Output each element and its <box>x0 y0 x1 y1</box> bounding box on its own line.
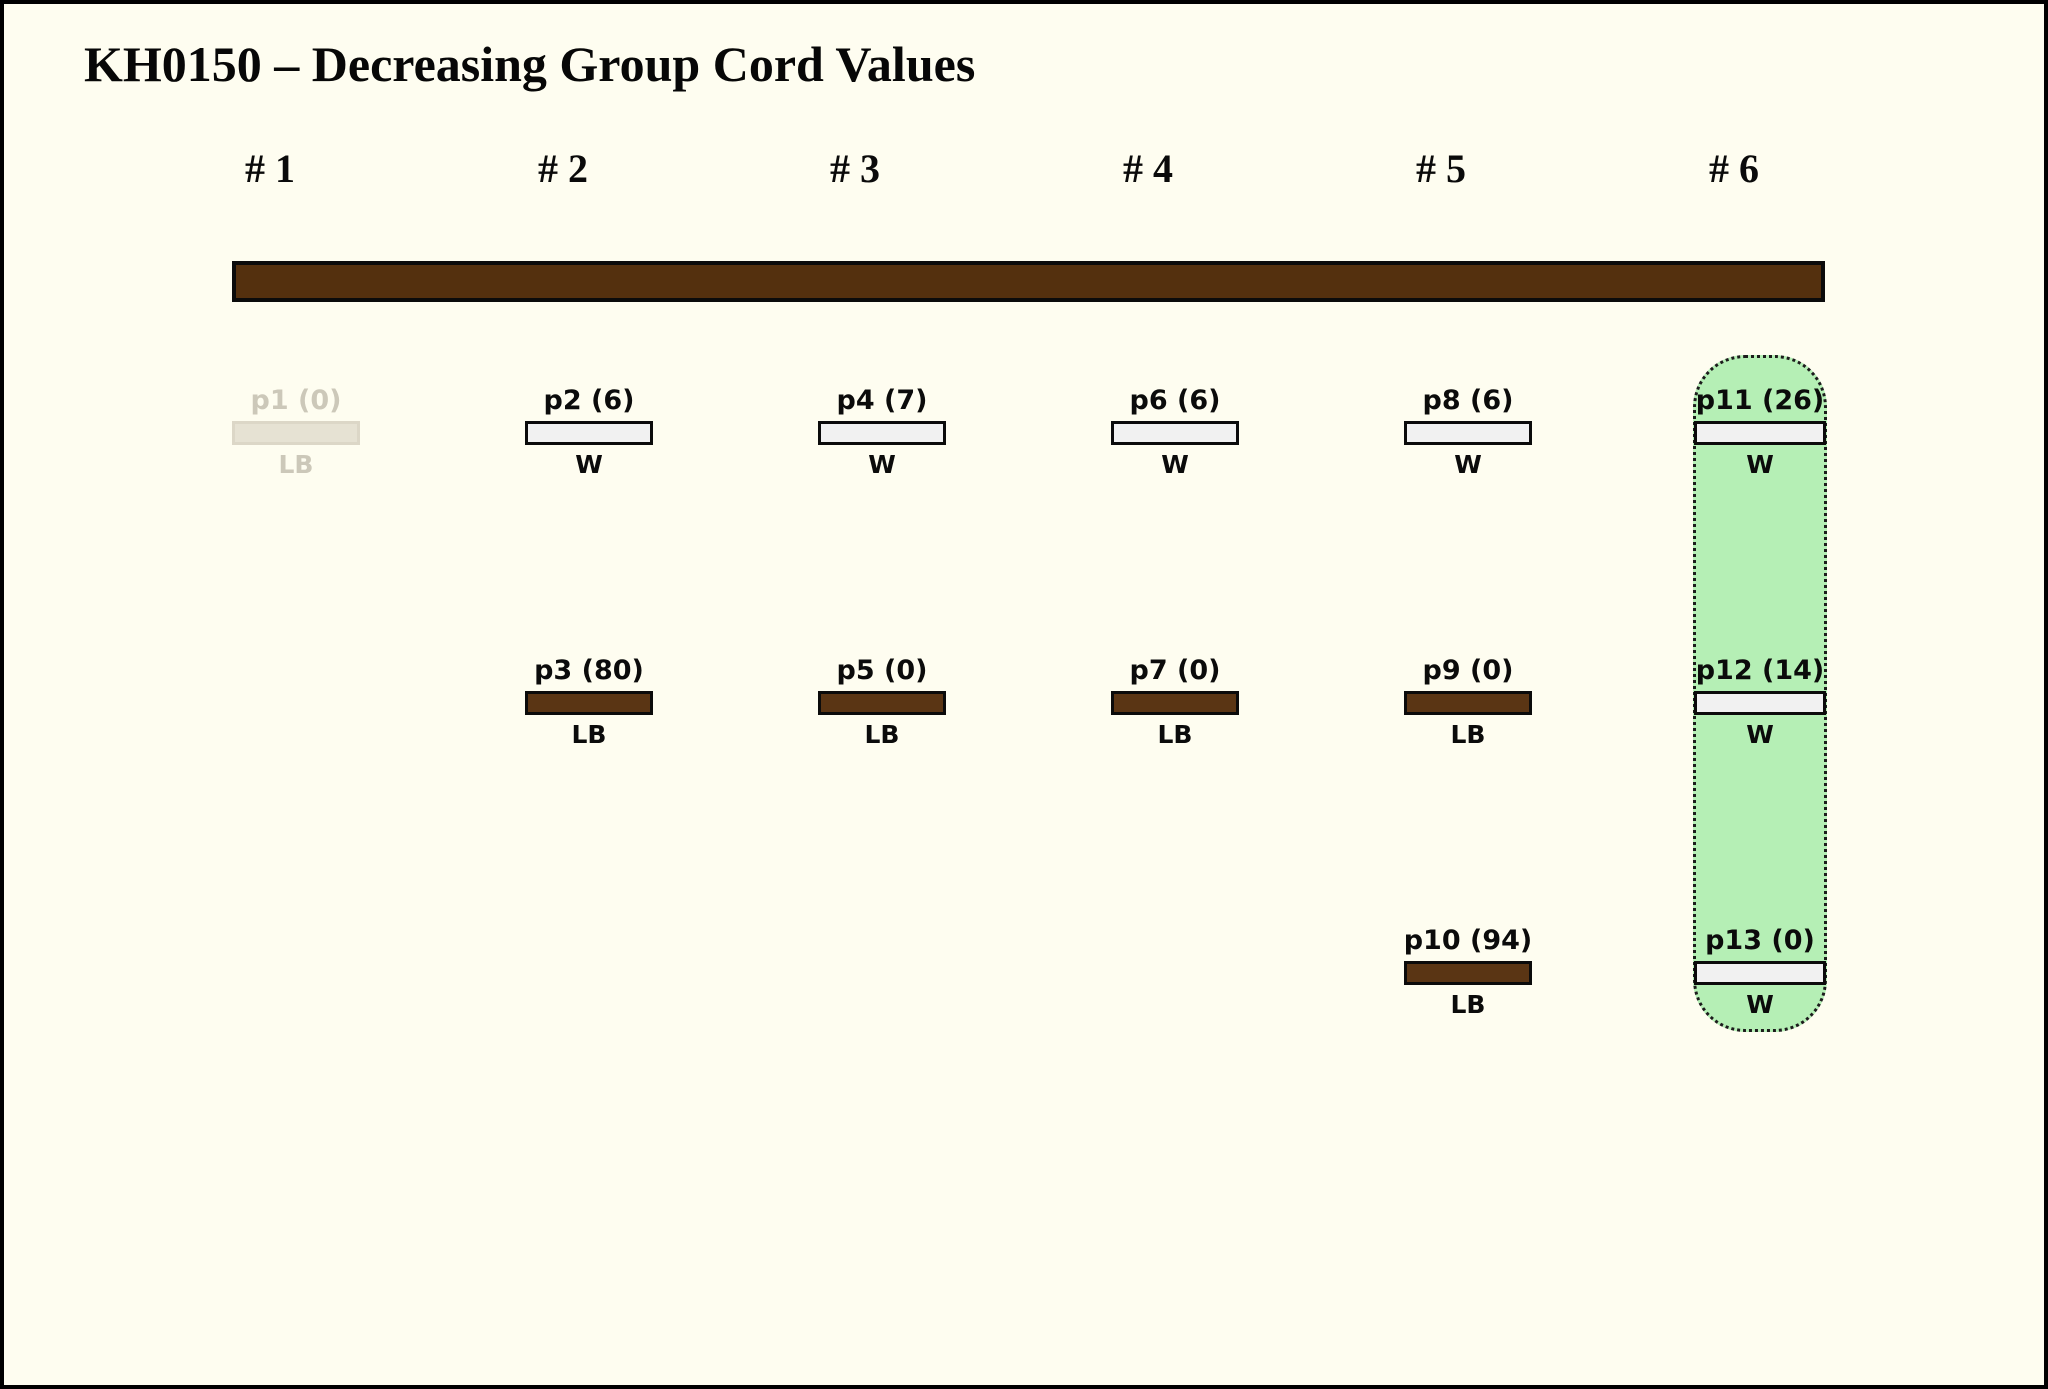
item-p4-bar <box>818 421 946 445</box>
item-p1-tag: LB <box>278 450 314 479</box>
item-p3-bar <box>525 691 653 715</box>
item-p9-tag: LB <box>1450 720 1486 749</box>
item-p5-label: p5 (0) <box>836 655 928 686</box>
item-p12-bar <box>1694 691 1826 715</box>
item-p9-bar <box>1404 691 1532 715</box>
item-p4-tag: W <box>868 450 896 479</box>
item-p5-tag: LB <box>864 720 900 749</box>
column-header-2: # 2 <box>538 146 588 191</box>
item-p6-label: p6 (6) <box>1129 385 1221 416</box>
column-header-6: # 6 <box>1709 146 1759 191</box>
item-p2-label: p2 (6) <box>543 385 635 416</box>
item-p10-label: p10 (94) <box>1403 925 1533 956</box>
item-p7-label: p7 (0) <box>1129 655 1221 686</box>
item-p12-label: p12 (14) <box>1695 655 1825 686</box>
item-p8-bar <box>1404 421 1532 445</box>
item-p7-tag: LB <box>1157 720 1193 749</box>
item-p6-bar <box>1111 421 1239 445</box>
item-p3-label: p3 (80) <box>534 655 644 686</box>
item-p7-bar <box>1111 691 1239 715</box>
item-p11-bar <box>1694 421 1826 445</box>
column-header-4: # 4 <box>1123 146 1173 191</box>
column-header-3: # 3 <box>830 146 880 191</box>
column-header-1: # 1 <box>245 146 295 191</box>
item-p13-label: p13 (0) <box>1705 925 1815 956</box>
item-p4-label: p4 (7) <box>836 385 928 416</box>
group-cord-bar <box>232 261 1825 302</box>
item-p8-label: p8 (6) <box>1422 385 1514 416</box>
item-p13-tag: W <box>1746 990 1774 1019</box>
item-p13-bar <box>1694 961 1826 985</box>
item-p1-bar <box>232 421 360 445</box>
item-p11-label: p11 (26) <box>1695 385 1825 416</box>
item-p2-bar <box>525 421 653 445</box>
item-p3-tag: LB <box>571 720 607 749</box>
item-p8-tag: W <box>1454 450 1482 479</box>
item-p9-label: p9 (0) <box>1422 655 1514 686</box>
item-p10-bar <box>1404 961 1532 985</box>
column-header-5: # 5 <box>1416 146 1466 191</box>
item-p12-tag: W <box>1746 720 1774 749</box>
item-p5-bar <box>818 691 946 715</box>
item-p10-tag: LB <box>1450 990 1486 1019</box>
item-p6-tag: W <box>1161 450 1189 479</box>
page-title: KH0150 – Decreasing Group Cord Values <box>84 36 976 92</box>
item-p1-label: p1 (0) <box>250 385 342 416</box>
item-p2-tag: W <box>575 450 603 479</box>
item-p11-tag: W <box>1746 450 1774 479</box>
